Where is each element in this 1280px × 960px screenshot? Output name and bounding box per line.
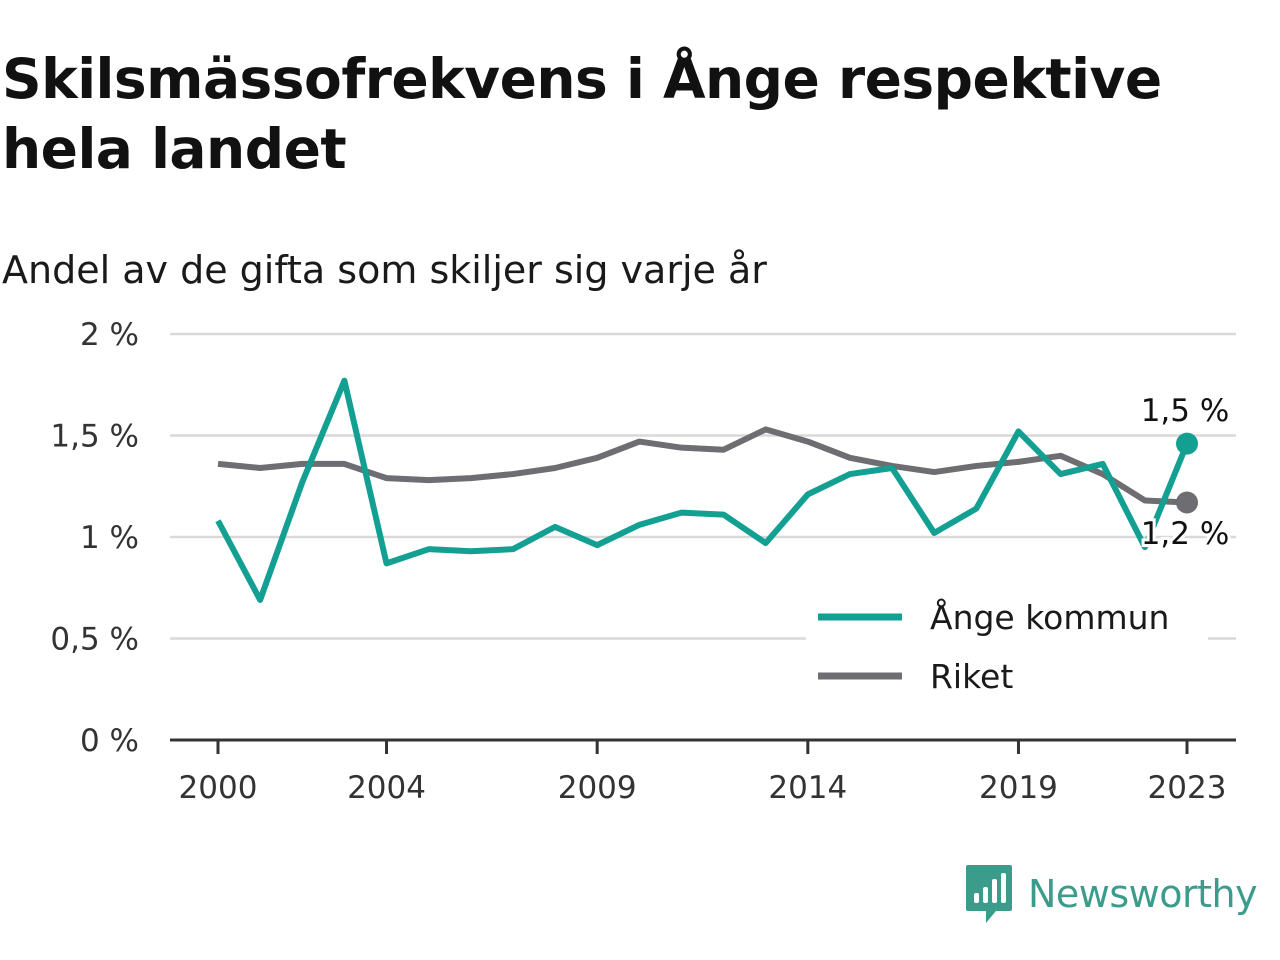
legend-label: Riket xyxy=(930,657,1013,696)
newsworthy-logo: Newsworthy xyxy=(964,862,1258,926)
newsworthy-logo-text: Newsworthy xyxy=(1028,872,1258,916)
series-line-riket xyxy=(217,426,1188,506)
end-label-riket: 1,2 % xyxy=(1141,516,1230,552)
chart-subtitle: Andel av de gifta som skiljer sig varje … xyxy=(2,248,767,292)
x-tick-label: 2014 xyxy=(768,770,847,806)
legend-item-riket: Riket xyxy=(818,657,1013,696)
x-tick-label: 2004 xyxy=(347,770,426,806)
x-tick-label: 2019 xyxy=(979,770,1058,806)
y-tick-label: 2 % xyxy=(80,317,139,353)
y-tick-label: 1 % xyxy=(80,520,139,556)
legend-label: Ånge kommun xyxy=(930,597,1169,637)
y-tick-label: 1,5 % xyxy=(50,419,139,455)
x-tick-label: 2000 xyxy=(179,770,258,806)
end-point-riket xyxy=(1176,491,1198,514)
newsworthy-logo-icon xyxy=(966,865,1012,923)
series-line-ange xyxy=(215,377,1190,603)
chart-title: Skilsmässofrekvens i Ånge respektive hel… xyxy=(2,47,1162,181)
y-tick-label: 0,5 % xyxy=(50,622,139,658)
legend-item-ange: Ånge kommun xyxy=(818,597,1169,637)
end-label-ange: 1,5 % xyxy=(1141,393,1230,429)
x-tick-label: 2023 xyxy=(1148,770,1227,806)
x-tick-label: 2009 xyxy=(558,770,637,806)
legend-background xyxy=(806,592,1208,702)
y-tick-label: 0 % xyxy=(80,723,139,759)
end-point-ange xyxy=(1176,432,1198,455)
